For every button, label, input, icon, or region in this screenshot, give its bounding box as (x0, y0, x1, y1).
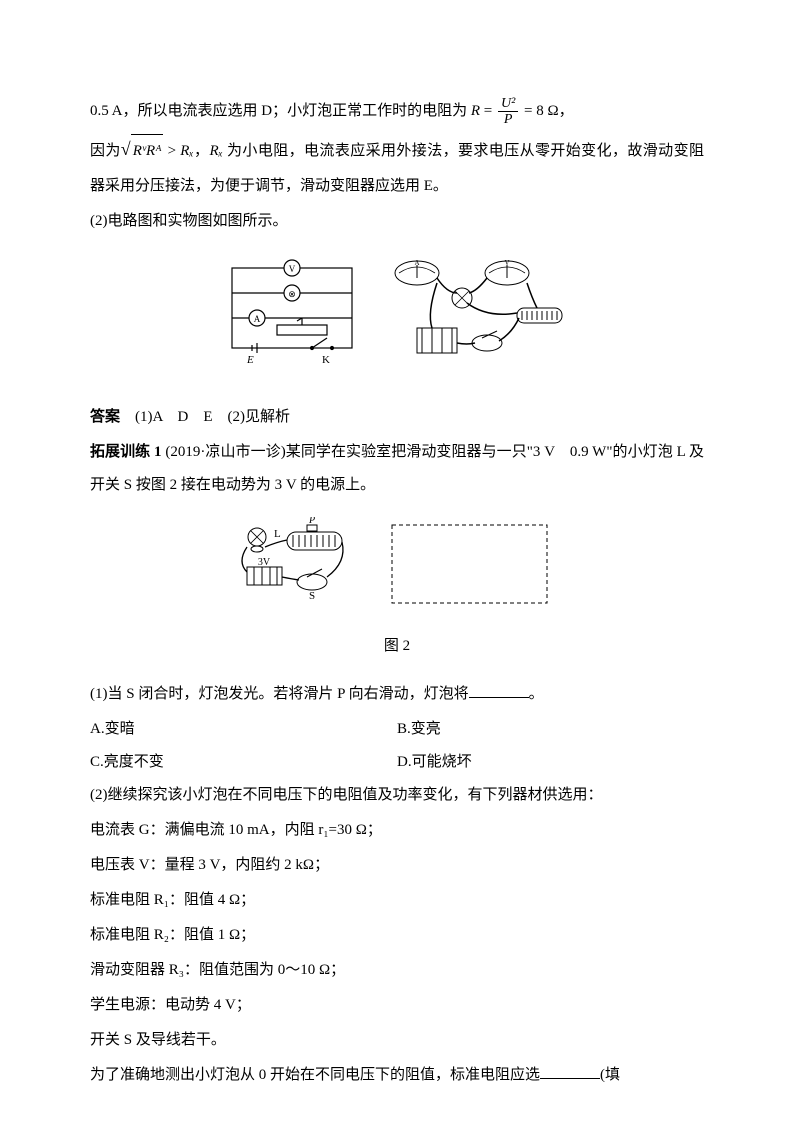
options-row-2: C.亮度不变 D.可能烧坏 (90, 746, 704, 779)
extension-label: 拓展训练 1 (90, 444, 162, 460)
item-power: 学生电源：电动势 4 V； (90, 989, 704, 1022)
text: (1)当 S 闭合时，灯泡发光。若将滑片 P 向右滑动，灯泡将 (90, 686, 469, 702)
item-switch: 开关 S 及导线若干。 (90, 1024, 704, 1057)
svg-text:P: P (308, 517, 315, 526)
text: = 8 Ω， (520, 103, 573, 119)
circuit-diagram-2: L P 3V S (227, 517, 567, 612)
svg-text:⊗: ⊗ (288, 289, 296, 299)
item-r2: 标准电阻 R₂：阻值 1 Ω； (90, 919, 704, 952)
answer-text: (1)A D E (2)见解析 (120, 409, 290, 425)
svg-text:V: V (504, 259, 509, 267)
option-c: C.亮度不变 (90, 746, 397, 779)
question-2-final: 为了准确地测出小灯泡从 0 开始在不同电压下的阻值，标准电阻应选 (填 (90, 1059, 704, 1092)
text: 0.5 A，所以电流表应选用 D；小灯泡正常工作时的电阻为 (90, 103, 471, 119)
option-d: D.可能烧坏 (397, 746, 704, 779)
svg-text:L: L (274, 528, 281, 540)
question-1: (1)当 S 闭合时，灯泡发光。若将滑片 P 向右滑动，灯泡将 。 (90, 678, 704, 711)
option-a: A.变暗 (90, 713, 397, 746)
blank-field[interactable] (540, 1064, 600, 1079)
text: 。 (529, 686, 544, 702)
document-content: 0.5 A，所以电流表应选用 D；小灯泡正常工作时的电阻为 R = U²P = … (90, 95, 704, 1092)
text: = (480, 103, 496, 119)
svg-text:K: K (322, 354, 330, 366)
svg-text:S: S (309, 590, 315, 602)
item-r1: 标准电阻 R₁：阻值 4 Ω； (90, 884, 704, 917)
extension-problem: 拓展训练 1 (2019·凉山市一诊)某同学在实验室把滑动变阻器与一只"3 V … (90, 436, 704, 502)
figure-1-container: V ⊗ A E K A (90, 253, 704, 386)
item-ammeter: 电流表 G：满偏电流 10 mA，内阻 r₁=30 Ω； (90, 814, 704, 847)
svg-text:V: V (289, 264, 296, 274)
sqrt: RᵛRᴬ (121, 130, 164, 170)
blank-field[interactable] (469, 683, 529, 698)
paragraph-3: (2)电路图和实物图如图所示。 (90, 205, 704, 238)
answer-line: 答案 (1)A D E (2)见解析 (90, 401, 704, 434)
extension-text: (2019·凉山市一诊)某同学在实验室把滑动变阻器与一只"3 V 0.9 W"的… (90, 444, 704, 493)
text: (2)电路图和实物图如图所示。 (90, 213, 288, 229)
sqrt-content: RᵛRᴬ (131, 134, 164, 168)
question-2: (2)继续探究该小灯泡在不同电压下的电阻值及功率变化，有下列器材供选用： (90, 779, 704, 812)
text: (2)继续探究该小灯泡在不同电压下的电阻值及功率变化，有下列器材供选用： (90, 787, 603, 803)
svg-text:A: A (414, 259, 419, 267)
options-row-1: A.变暗 B.变亮 (90, 713, 704, 746)
option-b: B.变亮 (397, 713, 704, 746)
denominator: P (498, 112, 518, 127)
formula-Rx: Rₓ (180, 143, 193, 159)
formula-Rx: Rₓ (209, 143, 222, 159)
item-r3: 滑动变阻器 R₃：阻值范围为 0～10 Ω； (90, 954, 704, 987)
text: 因为 (90, 143, 121, 159)
formula-R: R (471, 103, 480, 119)
svg-text:E: E (246, 354, 254, 366)
paragraph-2: 因为RᵛRᴬ > Rₓ，Rₓ 为小电阻，电流表应采用外接法，要求电压从零开始变化… (90, 130, 704, 203)
svg-text:3V: 3V (258, 557, 271, 568)
circuit-diagram-1: V ⊗ A E K A (217, 253, 577, 373)
numerator: U² (498, 96, 518, 112)
text: 为了准确地测出小灯泡从 0 开始在不同电压下的阻值，标准电阻应选 (90, 1067, 540, 1083)
figure-2-caption: 图 2 (90, 630, 704, 663)
text: (填 (600, 1067, 620, 1083)
item-voltmeter: 电压表 V：量程 3 V，内阻约 2 kΩ； (90, 849, 704, 882)
svg-text:A: A (254, 314, 261, 324)
text: > (163, 143, 180, 159)
figure-2-container: L P 3V S (90, 517, 704, 663)
paragraph-1: 0.5 A，所以电流表应选用 D；小灯泡正常工作时的电阻为 R = U²P = … (90, 95, 704, 128)
fraction: U²P (498, 96, 518, 128)
text: ， (194, 143, 210, 159)
answer-label: 答案 (90, 409, 120, 425)
